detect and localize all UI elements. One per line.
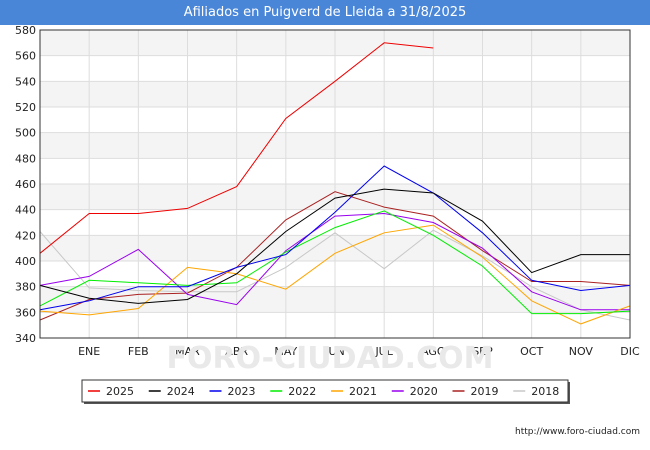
series-line-2022 <box>39 210 631 315</box>
series-line-2018 <box>39 229 631 321</box>
series-line-2024 <box>39 188 630 304</box>
series-lines <box>39 42 631 325</box>
legend-label-2025: 2025 <box>106 385 134 398</box>
legend: 2025 2024 2023 2022 2021 2020 2019 2018 <box>81 379 570 404</box>
series-line-2025 <box>39 42 434 254</box>
footer-url: http://www.foro-ciudad.com <box>515 427 640 437</box>
y-tick-label: 360 <box>15 306 36 319</box>
x-axis-ticks: ENE FEB MAR ABR MAY JUN JUL AGO SEP OCT NOV DIC <box>78 345 640 358</box>
y-tick-label: 460 <box>15 178 36 191</box>
y-tick-label: 440 <box>15 204 36 217</box>
y-tick-label: 420 <box>15 229 36 242</box>
x-tick-label: SEP <box>472 345 493 358</box>
x-tick-label: OCT <box>520 345 543 358</box>
y-tick-label: 540 <box>15 75 36 88</box>
x-tick-label: ENE <box>78 345 100 358</box>
x-tick-label: AGO <box>421 345 446 358</box>
y-tick-label: 380 <box>15 281 36 294</box>
series-line-2023 <box>39 165 631 311</box>
watermark: FORO-CIUDAD.COM <box>167 341 494 376</box>
legend-label-2019: 2019 <box>471 385 499 398</box>
legend-label-2024: 2024 <box>167 385 195 398</box>
x-tick-label: DIC <box>620 345 640 358</box>
y-tick-label: 580 <box>15 24 36 37</box>
y-tick-label: 520 <box>15 101 36 114</box>
series-line-2021 <box>39 224 631 325</box>
y-axis-ticks: 340 360 380 400 420 440 460 480 500 520 540 560 580 <box>15 24 36 345</box>
x-tick-label: MAY <box>274 345 297 358</box>
chart-title: Afiliados en Puigverd de Lleida a 31/8/2… <box>0 0 650 25</box>
x-tick-label: NOV <box>569 345 594 358</box>
plot-area-border <box>39 29 631 339</box>
x-tick-label: ABR <box>225 345 248 358</box>
legend-label-2018: 2018 <box>531 385 559 398</box>
x-tick-label: FEB <box>128 345 149 358</box>
series-line-2020 <box>39 212 630 311</box>
legend-label-2020: 2020 <box>410 385 438 398</box>
x-tick-label: JUL <box>374 345 393 358</box>
legend-label-2022: 2022 <box>288 385 316 398</box>
legend-box <box>81 379 569 403</box>
y-tick-label: 400 <box>15 255 36 268</box>
x-tick-label: JUN <box>324 345 345 358</box>
x-tick-label: MAR <box>175 345 200 358</box>
y-tick-label: 340 <box>15 332 36 345</box>
y-tick-label: 560 <box>15 50 36 63</box>
series-line-2019 <box>39 191 631 321</box>
legend-label-2023: 2023 <box>228 385 256 398</box>
legend-label-2021: 2021 <box>349 385 377 398</box>
y-tick-label: 480 <box>15 152 36 165</box>
y-tick-label: 500 <box>15 127 36 140</box>
